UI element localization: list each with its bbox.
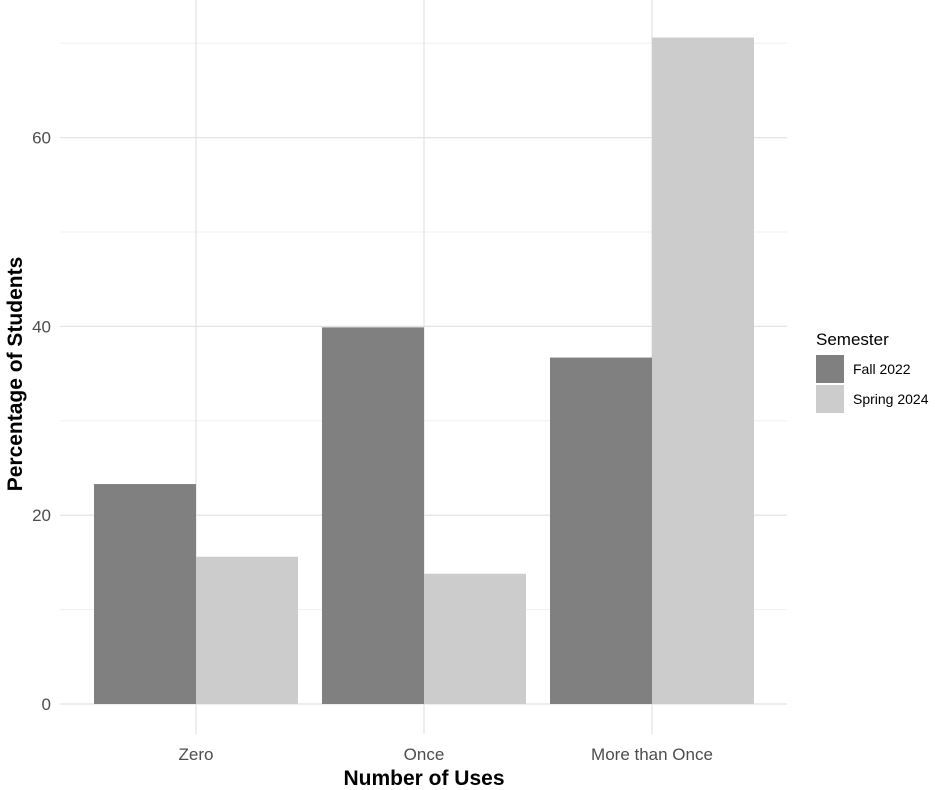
x-axis-title: Number of Uses [343,767,504,790]
legend: Semester Fall 2022 Spring 2024 [816,330,929,413]
y-axis-title: Percentage of Students [4,257,27,492]
bars [94,37,754,704]
bar-spring-2024-zero [196,556,298,704]
bar-fall-2022-once [322,327,424,704]
bar-fall-2022-zero [94,484,196,704]
y-axis-ticks: 0 20 40 60 [32,129,51,714]
y-tick-label: 0 [42,695,51,714]
bar-fall-2022-more-than-once [550,357,652,704]
legend-key-fall-2022 [816,355,844,383]
x-tick-label: More than Once [591,745,713,764]
x-axis-ticks: Zero Once More than Once [179,745,713,764]
legend-title: Semester [816,330,889,349]
legend-key-spring-2024 [816,385,844,413]
legend-label-spring-2024: Spring 2024 [853,391,929,407]
y-tick-label: 60 [32,129,51,148]
y-tick-label: 40 [32,317,51,336]
x-tick-label: Once [404,745,445,764]
bar-spring-2024-more-than-once [652,37,754,704]
legend-label-fall-2022: Fall 2022 [853,361,911,377]
bar-spring-2024-once [424,573,526,704]
x-tick-label: Zero [179,745,214,764]
y-tick-label: 20 [32,506,51,525]
